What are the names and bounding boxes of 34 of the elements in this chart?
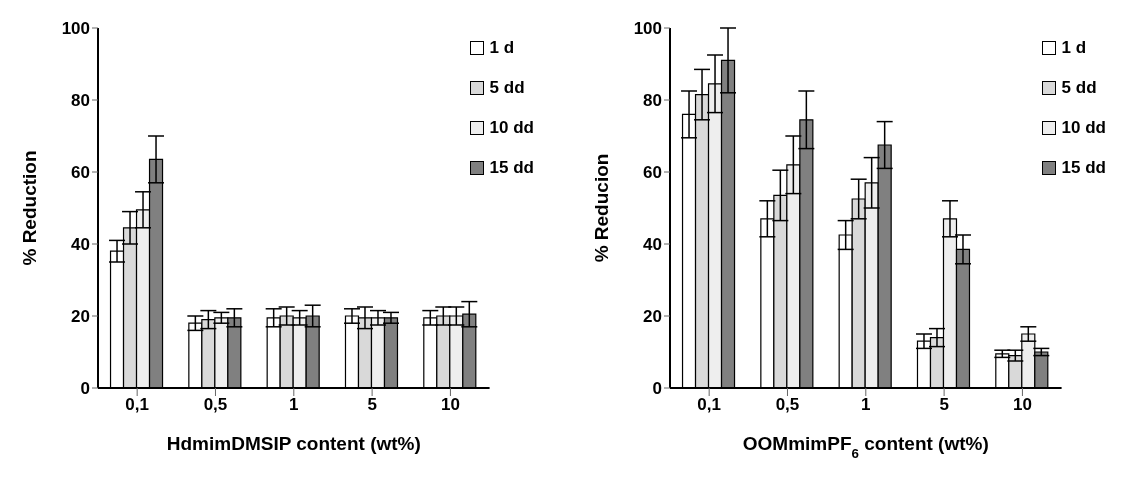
legend-label: 5 dd [1061,78,1097,98]
legend-label: 5 dd [489,78,525,98]
y-tick-label: 60 [71,163,90,183]
legend-label: 15 dd [1061,158,1106,178]
x-tick-label: 10 [1012,395,1032,415]
x-tick-label: 10 [440,395,460,415]
y-axis-title: % Reduction [19,150,40,266]
y-tick-label: 80 [71,91,90,111]
x-tick-label: 0,1 [125,395,149,415]
x-tick-label: 5 [367,395,377,415]
y-tick-label: 20 [643,307,662,327]
x-tick-label: 0,5 [775,395,800,415]
y-tick-label: 100 [633,19,662,39]
x-tick-label: 5 [939,395,949,415]
legend-label: 1 d [489,38,515,58]
legend-label: 10 dd [1061,118,1106,138]
x-axis-title: HdmimDMSIP content (wt%) [166,433,421,454]
y-tick-label: 0 [652,379,662,399]
legend-label: 1 d [1061,38,1087,58]
x-tick-label: 1 [861,395,871,415]
y-tick-label: 20 [71,307,90,327]
legend-label: 10 dd [489,118,534,138]
y-tick-label: 100 [61,19,90,39]
y-tick-label: 60 [643,163,662,183]
y-tick-label: 0 [80,379,90,399]
y-tick-label: 80 [643,91,662,111]
y-axis-title: % Reducion [591,153,612,263]
x-tick-label: 1 [289,395,299,415]
x-tick-label: 0,5 [203,395,228,415]
y-tick-label: 40 [71,235,90,255]
legend-label: 15 dd [489,158,534,178]
x-axis-title: OOMmimPF$_{6}$ content (wt%) [742,433,989,461]
y-tick-label: 40 [643,235,662,255]
x-tick-label: 0,1 [697,395,721,415]
